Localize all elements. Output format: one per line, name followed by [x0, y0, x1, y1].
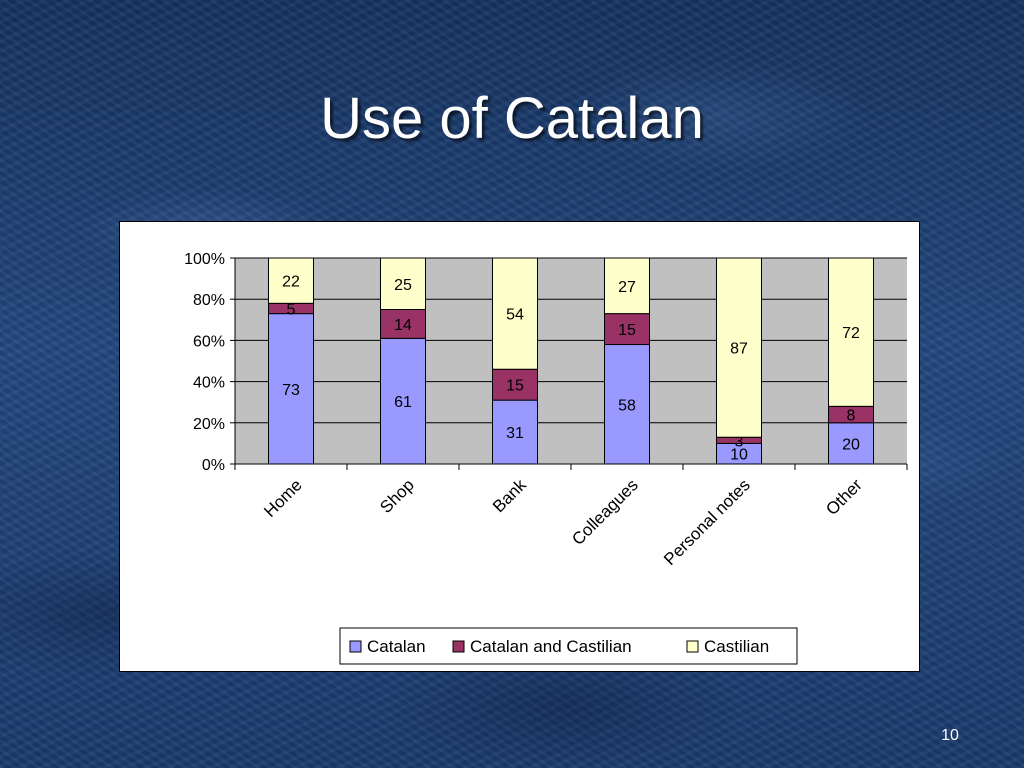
category-label: Bank: [489, 475, 530, 516]
y-tick-label: 40%: [193, 375, 225, 392]
legend-label: Castilian: [704, 637, 769, 656]
plot-area: [235, 258, 907, 464]
y-tick-label: 60%: [193, 333, 225, 350]
chart-panel: 0% 20% 40% 60% 80% 100% 73 5 22 Home 61 14 25 Shop 31 1…: [119, 221, 920, 672]
data-label: 27: [618, 279, 636, 296]
data-label: 15: [618, 322, 636, 339]
bar-segment: [604, 313, 650, 346]
bar-segment: [492, 399, 538, 465]
data-label: 31: [506, 425, 524, 442]
legend-label: Catalan: [367, 637, 426, 656]
data-label: 15: [506, 378, 524, 395]
data-label: 22: [282, 274, 300, 291]
data-label: 20: [842, 436, 860, 453]
y-tick-label: 80%: [193, 292, 225, 309]
data-label: 87: [730, 341, 748, 358]
data-label: 72: [842, 325, 860, 342]
data-label: 73: [282, 382, 300, 399]
legend-swatch: [686, 640, 699, 653]
bar-segment: [492, 257, 538, 370]
data-label: 61: [394, 394, 412, 411]
data-label: 3: [735, 433, 744, 450]
bar-segment: [492, 368, 538, 401]
legend-label: Catalan and Castilian: [470, 637, 632, 656]
bar-segment: [604, 257, 650, 315]
y-tick-label: 100%: [184, 251, 225, 268]
bar-segment: [828, 257, 874, 407]
bar-segment: [716, 257, 762, 438]
category-label: Other: [822, 475, 866, 519]
data-label: 25: [394, 277, 412, 294]
slide-title: Use of Catalan: [320, 86, 704, 151]
bar-segment: [380, 257, 426, 310]
bar-segment: [268, 257, 314, 304]
bar-segment: [268, 313, 314, 465]
stacked-bar-chart: 0% 20% 40% 60% 80% 100% 73 5 22 Home 61 14 25 Shop 31 1…: [184, 251, 908, 665]
data-label: 14: [394, 317, 412, 334]
category-label: Personal notes: [660, 475, 754, 569]
data-label: 10: [730, 447, 748, 464]
data-label: 58: [618, 397, 636, 414]
legend-swatch: [452, 640, 465, 653]
category-label: Colleagues: [568, 475, 642, 549]
bar-segment: [380, 309, 426, 339]
data-label: 8: [847, 408, 856, 425]
slide-number: 10: [941, 727, 959, 744]
legend-box: [339, 627, 798, 665]
bar-segment: [380, 337, 426, 465]
data-label: 5: [287, 301, 296, 318]
category-label: Shop: [376, 475, 418, 517]
y-tick-label: 20%: [193, 416, 225, 433]
category-label: Home: [260, 475, 306, 521]
y-tick-label: 0%: [202, 457, 225, 474]
legend-swatch: [349, 640, 362, 653]
data-label: 54: [506, 307, 524, 324]
